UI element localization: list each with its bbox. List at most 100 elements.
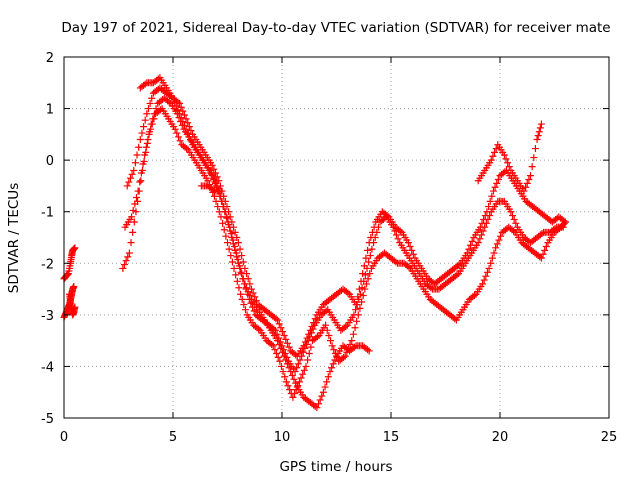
data-point-s4	[233, 277, 241, 285]
data-point-s4	[490, 249, 498, 257]
data-point-s6	[357, 277, 365, 285]
data-point-s5	[365, 258, 373, 266]
data-point-s6	[283, 339, 291, 347]
data-point-s9	[487, 156, 495, 164]
data-point-s6	[364, 246, 372, 254]
data-point-s6	[135, 143, 143, 151]
data-point-s7	[184, 129, 192, 137]
data-point-s7	[324, 373, 332, 381]
data-point-s5	[294, 360, 302, 368]
data-point-s5	[342, 322, 350, 330]
data-point-s9	[530, 154, 538, 162]
data-point-s7	[225, 221, 233, 229]
data-point-s6	[305, 330, 313, 338]
data-point-s7	[226, 227, 234, 235]
data-point-s7	[236, 264, 244, 272]
data-point-s6	[126, 174, 134, 182]
data-point-s6	[561, 218, 569, 226]
data-point-s6	[488, 192, 496, 200]
data-point-s4	[284, 382, 292, 390]
data-point-s6	[292, 351, 300, 359]
data-point-s6	[130, 166, 138, 174]
data-point-s4	[127, 239, 135, 247]
data-point-s6	[408, 246, 416, 254]
data-point-s7	[290, 375, 298, 383]
data-point-s6	[148, 94, 156, 102]
plot-frame	[63, 56, 610, 419]
data-point-s7	[350, 343, 358, 351]
data-point-s4	[327, 337, 335, 345]
data-point-s7	[287, 368, 295, 376]
data-point-s7	[319, 388, 327, 396]
data-point-s5	[129, 206, 137, 214]
x-axis-label: GPS time / hours	[279, 459, 392, 475]
data-point-s4	[174, 133, 182, 141]
data-point-s7	[243, 284, 251, 292]
data-point-s9	[528, 163, 536, 171]
data-point-s6	[210, 165, 218, 173]
data-point-s4	[286, 386, 294, 394]
y-tick-label: 2	[46, 51, 54, 66]
data-point-s6	[123, 182, 131, 190]
data-point-s6	[406, 243, 414, 251]
data-point-s4	[228, 258, 236, 266]
data-point-s5	[250, 307, 258, 315]
data-point-s4	[130, 218, 138, 226]
data-point-s9	[491, 148, 499, 156]
data-point-s7	[223, 214, 231, 222]
data-point-s7	[316, 396, 324, 404]
data-point-s4	[328, 342, 336, 350]
data-point-s5	[476, 235, 484, 243]
data-point-s6	[491, 183, 499, 191]
data-point-s6	[463, 249, 471, 257]
data-point-s7	[326, 368, 334, 376]
data-point-s4	[325, 331, 333, 339]
data-point-s6	[282, 335, 290, 343]
data-point-s4	[220, 226, 228, 234]
data-point-s6	[138, 129, 146, 137]
data-point-s7	[176, 110, 184, 118]
data-point-s9	[489, 152, 497, 160]
data-point-s9	[520, 187, 528, 195]
data-point-s6	[478, 219, 486, 227]
data-point-s6	[467, 241, 475, 249]
data-point-s6	[236, 245, 244, 253]
data-point-s4	[470, 292, 478, 300]
data-point-s6	[354, 293, 362, 301]
data-point-s7	[328, 364, 336, 372]
data-point-s6	[368, 228, 376, 236]
data-point-s6	[480, 215, 488, 223]
axis-ticks: 0 5 10 15 20 25 -5 -4 -3 -2 -1 0 1 2	[41, 51, 617, 445]
data-point-s5	[136, 178, 144, 186]
data-point-s9	[500, 151, 508, 159]
y-tick-label: -1	[41, 206, 54, 221]
data-point-s5	[134, 187, 142, 195]
x-tick-label: 15	[383, 430, 400, 445]
data-point-s5	[146, 128, 154, 136]
data-point-s5	[559, 223, 567, 231]
data-point-s6	[370, 223, 378, 231]
data-point-s6	[483, 208, 491, 216]
data-point-s5	[149, 115, 157, 123]
data-point-s6	[234, 239, 242, 247]
data-point-s4	[232, 271, 240, 279]
y-axis-label: SDTVAR / TECUs	[6, 183, 22, 293]
chart-title: Day 197 of 2021, Sidereal Day-to-day VTE…	[61, 20, 610, 36]
data-point-s4	[495, 236, 503, 244]
data-point-s5	[150, 110, 158, 118]
data-point-s7	[279, 348, 287, 356]
data-point-s5	[427, 284, 435, 292]
data-point-s7	[283, 360, 291, 368]
data-point-s6	[359, 270, 367, 278]
data-point-s4	[122, 257, 130, 265]
data-point-s5	[512, 219, 520, 227]
data-point-s5	[453, 271, 461, 279]
data-point-s4	[156, 106, 164, 114]
data-point-s4	[322, 321, 330, 329]
data-point-s7	[285, 364, 293, 372]
data-point-s6	[308, 322, 316, 330]
data-point-s9	[492, 145, 500, 153]
data-point-s9	[525, 175, 533, 183]
data-point-s4	[281, 373, 289, 381]
data-point-s6	[252, 297, 260, 305]
